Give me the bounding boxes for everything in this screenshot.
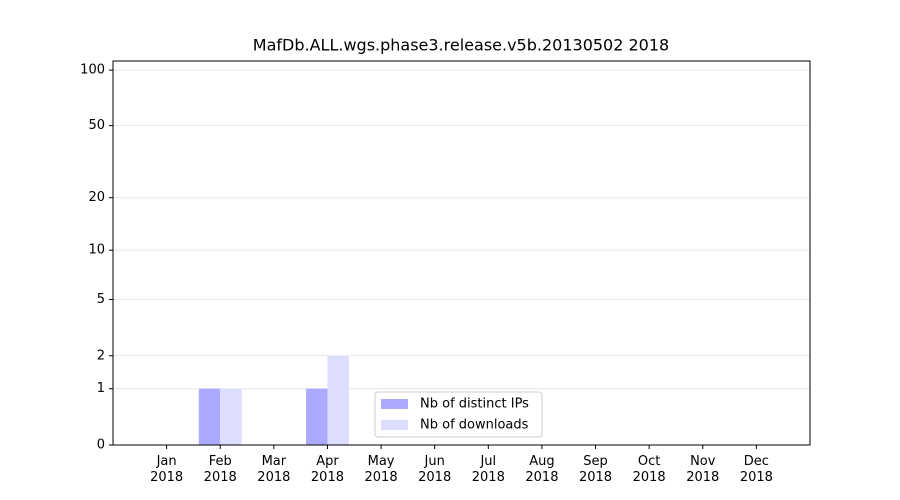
x-tick-label: Sep 2018 xyxy=(579,454,612,485)
legend-label: Nb of downloads xyxy=(420,418,529,433)
y-tick-label: 10 xyxy=(88,243,105,258)
chart-title: MafDb.ALL.wgs.phase3.release.v5b.2013050… xyxy=(253,36,669,55)
y-tick-label: 5 xyxy=(97,292,105,307)
plot-frame xyxy=(112,60,811,446)
legend-label: Nb of distinct IPs xyxy=(420,397,529,412)
y-tick-label: 50 xyxy=(88,118,105,133)
bar xyxy=(198,388,221,445)
x-tick-label: Mar 2018 xyxy=(257,454,290,485)
y-tick-label: 100 xyxy=(80,63,105,78)
y-tick-label: 2 xyxy=(97,348,105,363)
x-tick-label: Jul 2018 xyxy=(472,454,505,485)
x-tick-label: Jan 2018 xyxy=(150,454,183,485)
bar xyxy=(306,388,328,445)
y-tick-label: 20 xyxy=(88,190,105,205)
x-tick-label: May 2018 xyxy=(365,454,398,485)
y-tick-label: 1 xyxy=(97,381,105,396)
bar xyxy=(327,355,349,445)
x-tick-label: Apr 2018 xyxy=(311,454,344,485)
x-tick-label: Oct 2018 xyxy=(633,454,666,485)
legend: Nb of distinct IPs Nb of downloads xyxy=(374,391,543,438)
x-tick-label: Nov 2018 xyxy=(686,454,719,485)
x-tick-label: Dec 2018 xyxy=(740,454,773,485)
bar xyxy=(220,388,242,445)
x-tick-label: Jun 2018 xyxy=(418,454,451,485)
legend-swatch xyxy=(381,399,408,409)
legend-swatch xyxy=(381,420,408,430)
x-tick-label: Aug 2018 xyxy=(525,454,558,485)
y-tick-label: 0 xyxy=(97,438,105,453)
legend-frame xyxy=(374,391,543,438)
x-tick-label: Feb 2018 xyxy=(204,454,237,485)
